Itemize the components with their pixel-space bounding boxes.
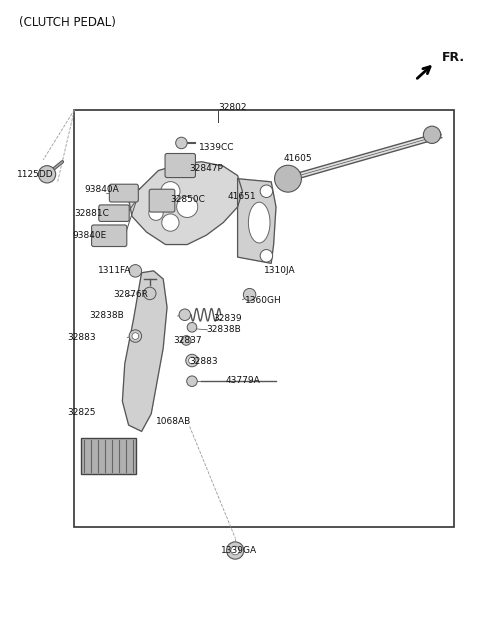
Text: 32850C: 32850C [170, 195, 205, 204]
Text: 41651: 41651 [228, 192, 257, 201]
Circle shape [260, 250, 273, 262]
Circle shape [243, 288, 256, 301]
Text: 1125DD: 1125DD [17, 170, 53, 179]
FancyBboxPatch shape [149, 189, 175, 212]
FancyBboxPatch shape [109, 184, 138, 202]
Circle shape [227, 542, 244, 559]
Text: 32825: 32825 [67, 408, 96, 417]
Circle shape [162, 214, 179, 231]
Circle shape [260, 185, 273, 198]
Text: (CLUTCH PEDAL): (CLUTCH PEDAL) [19, 16, 116, 29]
Bar [81, 438, 136, 474]
Circle shape [187, 322, 197, 332]
Circle shape [176, 137, 187, 149]
Text: 32839: 32839 [214, 314, 242, 323]
Circle shape [38, 166, 56, 183]
Circle shape [129, 265, 142, 277]
Text: 93840A: 93840A [84, 186, 119, 194]
Ellipse shape [249, 202, 270, 243]
Circle shape [129, 330, 142, 342]
Circle shape [177, 196, 198, 218]
Circle shape [423, 126, 441, 144]
Circle shape [181, 335, 191, 345]
Text: 43779A: 43779A [226, 376, 260, 385]
Polygon shape [122, 271, 167, 431]
Text: 1068AB: 1068AB [156, 417, 191, 426]
Text: 32883: 32883 [190, 357, 218, 366]
Text: 32837: 32837 [173, 336, 202, 345]
Text: 32881C: 32881C [74, 209, 109, 218]
Text: 1339GA: 1339GA [221, 546, 257, 555]
Circle shape [231, 546, 240, 555]
Circle shape [187, 376, 197, 386]
Text: 32802: 32802 [218, 103, 247, 112]
Text: 41605: 41605 [283, 154, 312, 162]
Bar [74, 110, 454, 527]
Text: 32876R: 32876R [113, 290, 148, 299]
Polygon shape [238, 179, 276, 263]
Circle shape [161, 182, 180, 201]
Text: 1310JA: 1310JA [264, 266, 296, 275]
Text: 1311FA: 1311FA [98, 266, 132, 275]
Text: 32847P: 32847P [190, 164, 224, 172]
Circle shape [132, 333, 139, 339]
Circle shape [275, 166, 301, 192]
Text: 32838B: 32838B [89, 311, 123, 320]
FancyBboxPatch shape [165, 154, 195, 177]
Circle shape [189, 357, 195, 364]
FancyBboxPatch shape [92, 225, 127, 246]
Text: 32838B: 32838B [206, 325, 241, 334]
Text: 32883: 32883 [67, 333, 96, 342]
FancyBboxPatch shape [99, 205, 129, 221]
Circle shape [149, 206, 163, 220]
Circle shape [186, 354, 198, 367]
Polygon shape [129, 162, 242, 245]
Circle shape [179, 309, 191, 320]
Circle shape [144, 287, 156, 300]
Text: 1339CC: 1339CC [199, 143, 235, 152]
Text: FR.: FR. [442, 51, 465, 64]
Text: 93840E: 93840E [72, 231, 106, 240]
Text: 1360GH: 1360GH [245, 297, 282, 305]
